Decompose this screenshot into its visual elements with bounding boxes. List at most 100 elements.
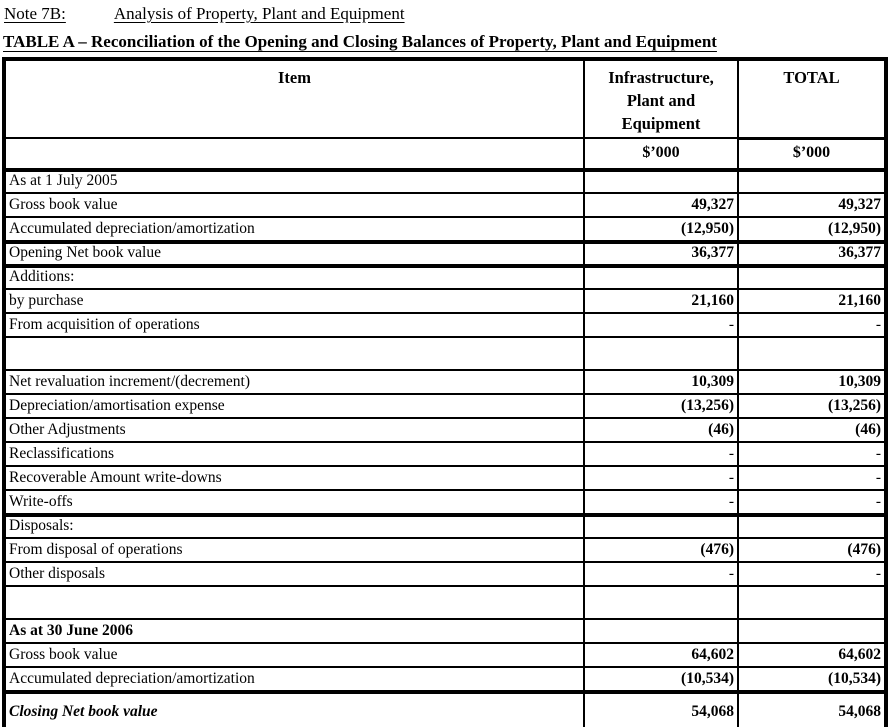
row-total-value: (12,950): [737, 216, 884, 240]
row-item-label: Other Adjustments: [6, 417, 583, 441]
row-item-label: Accumulated depreciation/amortization: [6, 666, 583, 690]
row-infrastructure-value: 64,602: [583, 642, 737, 666]
row-total-value: 64,602: [737, 642, 884, 666]
row-total-value: 54,068: [737, 690, 884, 727]
table-row: From disposal of operations (476) (476): [6, 537, 884, 561]
table-row: [6, 336, 884, 369]
table-row: Net revaluation increment/(decrement) 10…: [6, 369, 884, 393]
row-infrastructure-value: -: [583, 312, 737, 336]
table-row: Disposals:: [6, 513, 884, 537]
row-item-label: Other disposals: [6, 561, 583, 585]
row-total-value: (10,534): [737, 666, 884, 690]
row-infrastructure-value: -: [583, 465, 737, 489]
row-infrastructure-value: (13,256): [583, 393, 737, 417]
row-total-value: 21,160: [737, 288, 884, 312]
row-item-label: Accumulated depreciation/amortization: [6, 216, 583, 240]
table-row: As at 1 July 2005: [6, 168, 884, 192]
units-infrastructure: $’000: [583, 137, 737, 168]
row-infrastructure-value: (10,534): [583, 666, 737, 690]
row-infrastructure-value: [583, 618, 737, 642]
note-label: Note 7B:: [4, 4, 66, 23]
table-row: Opening Net book value 36,377 36,377: [6, 240, 884, 264]
table-row: Accumulated depreciation/amortization (1…: [6, 216, 884, 240]
row-total-value: [737, 618, 884, 642]
table-row: Reclassifications - -: [6, 441, 884, 465]
row-item-label: Recoverable Amount write-downs: [6, 465, 583, 489]
row-infrastructure-value: -: [583, 441, 737, 465]
row-infrastructure-value: 49,327: [583, 192, 737, 216]
table-title: TABLE A – Reconciliation of the Opening …: [3, 32, 717, 51]
row-total-value: 49,327: [737, 192, 884, 216]
row-total-value: -: [737, 465, 884, 489]
table-row: Other Adjustments (46) (46): [6, 417, 884, 441]
table-row: by purchase 21,160 21,160: [6, 288, 884, 312]
table-header-row: Item Infrastructure, Plant and Equipment…: [6, 61, 884, 137]
row-item-label: From disposal of operations: [6, 537, 583, 561]
units-item-blank: [6, 137, 583, 168]
row-infrastructure-value: (46): [583, 417, 737, 441]
column-header-item: Item: [278, 68, 311, 87]
row-item-label: Write-offs: [6, 489, 583, 513]
table-row: Recoverable Amount write-downs - -: [6, 465, 884, 489]
row-total-value: (46): [737, 417, 884, 441]
row-infrastructure-value: [583, 513, 737, 537]
row-infrastructure-value: [583, 336, 737, 369]
row-item-label: Opening Net book value: [6, 240, 583, 264]
row-infrastructure-value: (476): [583, 537, 737, 561]
row-item-label: [6, 585, 583, 618]
row-total-value: 36,377: [737, 240, 884, 264]
row-item-label: Closing Net book value: [6, 690, 583, 727]
row-infrastructure-value: [583, 168, 737, 192]
row-item-label: Gross book value: [6, 642, 583, 666]
row-total-value: [737, 264, 884, 288]
row-total-value: [737, 585, 884, 618]
row-item-label: Additions:: [6, 264, 583, 288]
row-infrastructure-value: (12,950): [583, 216, 737, 240]
row-infrastructure-value: 36,377: [583, 240, 737, 264]
row-total-value: 10,309: [737, 369, 884, 393]
row-item-label: Net revaluation increment/(decrement): [6, 369, 583, 393]
row-total-value: (476): [737, 537, 884, 561]
row-total-value: [737, 513, 884, 537]
note-title: Analysis of Property, Plant and Equipmen…: [113, 4, 405, 23]
table-body: As at 1 July 2005 Gross book value 49,32…: [6, 168, 884, 727]
row-item-label: Reclassifications: [6, 441, 583, 465]
column-header-total: TOTAL: [737, 61, 884, 137]
table-row: As at 30 June 2006: [6, 618, 884, 642]
row-infrastructure-value: -: [583, 489, 737, 513]
row-item-label: From acquisition of operations: [6, 312, 583, 336]
units-total: $’000: [737, 137, 884, 168]
table-row: Additions:: [6, 264, 884, 288]
table-row: Gross book value 49,327 49,327: [6, 192, 884, 216]
table-row: From acquisition of operations - -: [6, 312, 884, 336]
table-row: Closing Net book value 54,068 54,068: [6, 690, 884, 727]
row-infrastructure-value: [583, 585, 737, 618]
row-total-value: -: [737, 312, 884, 336]
row-total-value: -: [737, 489, 884, 513]
row-item-label: Gross book value: [6, 192, 583, 216]
row-infrastructure-value: [583, 264, 737, 288]
table-row: Depreciation/amortisation expense (13,25…: [6, 393, 884, 417]
note-heading: Note 7B: Analysis of Property, Plant and …: [4, 3, 405, 25]
row-infrastructure-value: 54,068: [583, 690, 737, 727]
table-row: Other disposals - -: [6, 561, 884, 585]
row-item-label: Disposals:: [6, 513, 583, 537]
row-item-label: As at 1 July 2005: [6, 168, 583, 192]
row-item-label: [6, 336, 583, 369]
row-item-label: by purchase: [6, 288, 583, 312]
table-row: Write-offs - -: [6, 489, 884, 513]
row-item-label: As at 30 June 2006: [6, 618, 583, 642]
table-row: Gross book value 64,602 64,602: [6, 642, 884, 666]
row-total-value: [737, 168, 884, 192]
row-total-value: -: [737, 441, 884, 465]
table-row: Accumulated depreciation/amortization (1…: [6, 666, 884, 690]
row-total-value: [737, 336, 884, 369]
row-total-value: (13,256): [737, 393, 884, 417]
units-row: $’000 $’000: [6, 137, 884, 168]
ppe-reconciliation-table: Item Infrastructure, Plant and Equipment…: [2, 57, 888, 727]
row-infrastructure-value: -: [583, 561, 737, 585]
row-infrastructure-value: 10,309: [583, 369, 737, 393]
row-infrastructure-value: 21,160: [583, 288, 737, 312]
column-header-infrastructure: Infrastructure, Plant and Equipment: [583, 61, 737, 137]
